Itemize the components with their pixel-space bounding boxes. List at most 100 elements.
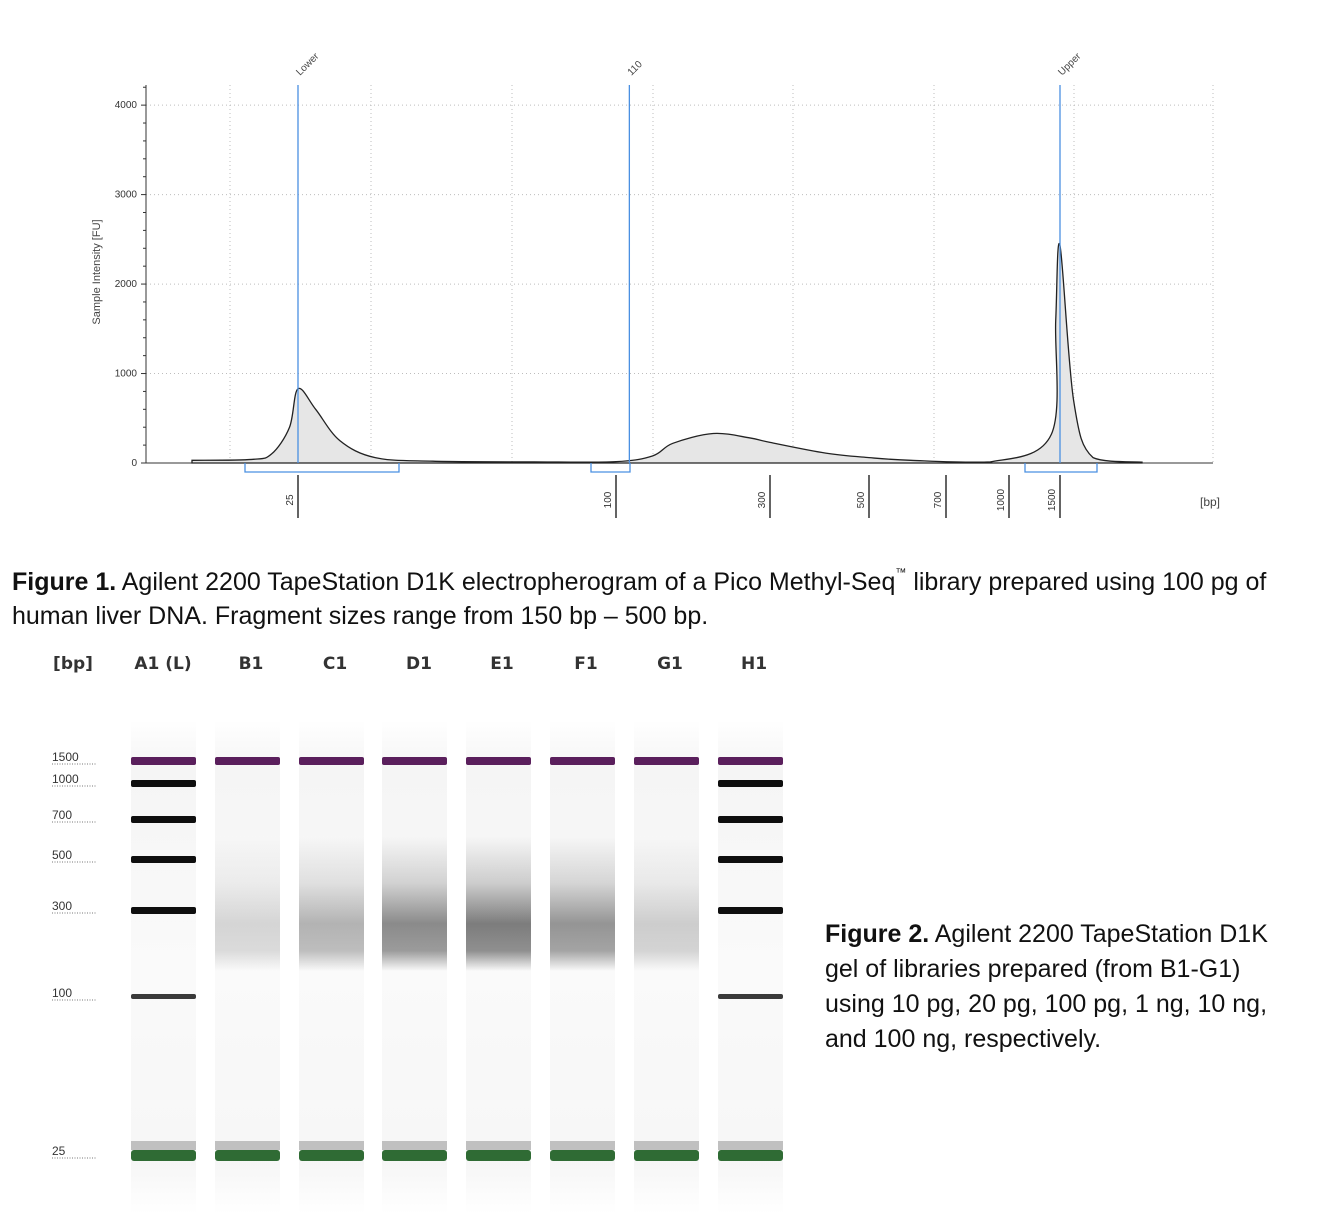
y-tick-label: 4000 <box>115 100 138 111</box>
trace-line <box>191 242 1143 464</box>
gel-lane <box>718 720 783 1214</box>
gel-upper-marker-band <box>550 757 615 765</box>
gel-upper-marker-band <box>299 757 364 765</box>
gel-lane-label: F1 <box>574 654 597 674</box>
figure2-caption-label: Figure 2. <box>825 920 930 948</box>
gel-size-label: 25 <box>52 1144 66 1158</box>
peak-marker-label: 110 <box>626 59 645 78</box>
y-tick-label: 2000 <box>115 279 138 290</box>
gel-lower-marker-halo <box>466 1141 531 1150</box>
peak-bracket <box>244 463 400 473</box>
gel-lower-marker-band <box>718 1150 783 1161</box>
gel-size-label: 500 <box>52 848 72 862</box>
gel-lower-marker-halo <box>550 1141 615 1150</box>
peak-markers: Lower 110 Upper <box>294 51 1084 463</box>
size-tick-label: 100 <box>603 491 614 508</box>
gel-lane-label: H1 <box>741 654 767 674</box>
gel-ladder-band <box>718 994 783 999</box>
size-tick-label: 300 <box>757 491 768 508</box>
gel-size-label: 1500 <box>52 750 79 764</box>
gel-smear <box>634 836 699 971</box>
gel-lanes <box>131 720 783 1214</box>
size-tick-label: 1500 <box>1047 488 1058 511</box>
gel-lane-background <box>131 720 196 1214</box>
chart-grid <box>146 85 1214 464</box>
gel-lane <box>550 720 615 1214</box>
gel-lower-marker-halo <box>382 1141 447 1150</box>
gel-lower-marker-halo <box>718 1141 783 1150</box>
gel-lower-marker-band <box>215 1150 280 1161</box>
gel-lane-label: A1 (L) <box>134 654 191 674</box>
figure1-caption-label: Figure 1. <box>12 568 117 596</box>
peak-marker-label: Upper <box>1056 51 1084 79</box>
figure2-caption-text: Agilent 2200 TapeStation D1K gel of libr… <box>825 920 1268 1053</box>
gel-ladder-band <box>131 856 196 863</box>
gel-ladder-band <box>131 780 196 787</box>
gel-lower-marker-band <box>299 1150 364 1161</box>
gel-smear <box>382 836 447 971</box>
gel-lane <box>215 720 280 1214</box>
gel-lane-label: B1 <box>239 654 264 674</box>
size-tick-label: 1000 <box>996 488 1007 511</box>
gel-smear <box>299 836 364 971</box>
gel-ladder-band <box>131 994 196 999</box>
gel-lane <box>466 720 531 1214</box>
gel-ladder-band <box>718 907 783 914</box>
gel-lane-label: D1 <box>406 654 432 674</box>
gel-lane <box>131 720 196 1214</box>
x-axis-label: [bp] <box>1200 495 1220 509</box>
gel-ladder-band <box>718 856 783 863</box>
figure1-caption-text-a: Agilent 2200 TapeStation D1K electropher… <box>116 568 896 596</box>
gel-ladder-band <box>718 780 783 787</box>
y-tick-label: 1000 <box>115 369 138 380</box>
gel-size-label: 700 <box>52 808 72 822</box>
peak-bracket <box>1024 463 1098 473</box>
y-tick-labels: 0 1000 2000 3000 4000 <box>115 100 138 469</box>
size-tick-label: 500 <box>856 491 867 508</box>
gel-lower-marker-band <box>466 1150 531 1161</box>
gel-ladder-labels: 1500 1000 700 500 300 100 25 <box>52 750 96 1159</box>
size-tick-label: 700 <box>933 491 944 508</box>
gel-lower-marker-band <box>131 1150 196 1161</box>
gel-ladder-band <box>131 816 196 823</box>
gel-smear <box>550 836 615 971</box>
gel-lane <box>299 720 364 1214</box>
gel-size-label: 100 <box>52 986 72 1000</box>
gel-upper-marker-band <box>131 757 196 765</box>
gel-lower-marker-halo <box>215 1141 280 1150</box>
gel-lane-label: C1 <box>323 654 347 674</box>
gel-header-bp: [bp] <box>53 654 93 674</box>
figure1-caption-text-b: library prepared using 100 pg of human l… <box>12 568 1267 630</box>
figure1-caption: Figure 1. Agilent 2200 TapeStation D1K e… <box>12 556 1322 633</box>
gel-image: [bp] A1 (L) B1 C1 D1 E1 F1 G1 H1 1500 1000 700 500 3… <box>52 654 783 1214</box>
peak-marker-label: Lower <box>294 51 322 79</box>
peak-brackets <box>244 463 1098 473</box>
gel-lower-marker-halo <box>299 1141 364 1150</box>
gel-upper-marker-band <box>215 757 280 765</box>
gel-smear <box>215 836 280 971</box>
y-axis-label: Sample Intensity [FU] <box>91 219 103 324</box>
trademark-mark: ™ <box>895 567 907 579</box>
gel-lower-marker-band <box>382 1150 447 1161</box>
gel-lane <box>634 720 699 1214</box>
x-size-ticks: 25 100 300 500 700 1000 1500 <box>285 475 1061 518</box>
y-tick-label: 0 <box>131 458 137 469</box>
gel-upper-marker-band <box>466 757 531 765</box>
gel-lower-marker-band <box>550 1150 615 1161</box>
gel-lane-headers: [bp] A1 (L) B1 C1 D1 E1 F1 G1 H1 <box>53 654 767 674</box>
gel-lane-background <box>718 720 783 1214</box>
gel-ladder-band <box>131 907 196 914</box>
gel-size-label: 300 <box>52 899 72 913</box>
gel-ladder-band <box>718 816 783 823</box>
size-tick-label: 25 <box>285 494 296 506</box>
gel-upper-marker-band <box>382 757 447 765</box>
gel-size-label: 1000 <box>52 772 79 786</box>
figure2-caption: Figure 2. Agilent 2200 TapeStation D1K g… <box>825 917 1305 1057</box>
gel-lane-label: G1 <box>657 654 683 674</box>
gel-lower-marker-band <box>634 1150 699 1161</box>
gel-smear <box>466 836 531 971</box>
gel-lower-marker-halo <box>131 1141 196 1150</box>
gel-lane-label: E1 <box>490 654 513 674</box>
peak-bracket <box>590 463 631 473</box>
